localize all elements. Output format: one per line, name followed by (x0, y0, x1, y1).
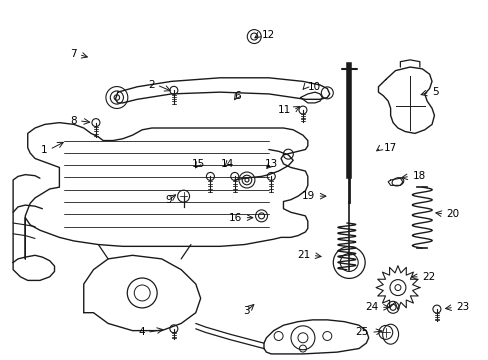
Text: 9: 9 (165, 195, 172, 205)
Text: 4: 4 (138, 327, 144, 337)
Text: 19: 19 (301, 191, 314, 201)
Text: 23: 23 (455, 302, 468, 312)
Text: 21: 21 (296, 250, 309, 260)
Text: 11: 11 (277, 105, 290, 115)
Text: 10: 10 (307, 82, 320, 92)
Text: 15: 15 (191, 159, 204, 169)
Text: 8: 8 (70, 116, 76, 126)
Text: 2: 2 (147, 80, 154, 90)
Text: 7: 7 (70, 49, 76, 59)
Text: 6: 6 (233, 91, 240, 101)
Text: 16: 16 (228, 213, 242, 222)
Text: 14: 14 (221, 159, 234, 169)
Text: 12: 12 (261, 30, 274, 40)
Text: 22: 22 (422, 272, 435, 282)
Text: 1: 1 (41, 144, 47, 154)
Text: 3: 3 (243, 306, 250, 316)
Text: 5: 5 (431, 87, 438, 97)
Text: 25: 25 (355, 327, 368, 337)
Text: 24: 24 (365, 302, 378, 312)
Text: 17: 17 (383, 143, 396, 153)
Text: 20: 20 (446, 209, 459, 219)
Text: 18: 18 (412, 171, 425, 181)
Text: 13: 13 (264, 159, 277, 169)
